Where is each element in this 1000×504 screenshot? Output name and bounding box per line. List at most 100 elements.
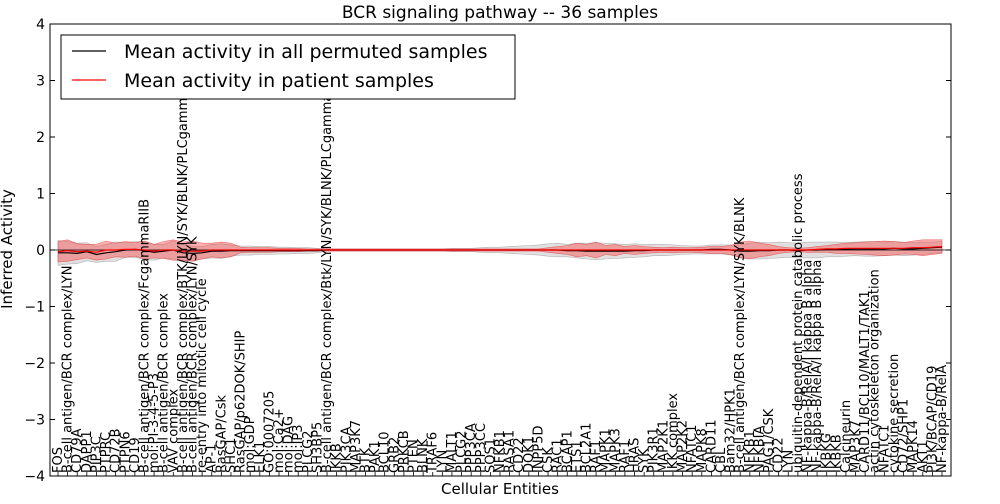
entity-label: RASA1 — [503, 430, 518, 473]
series-lines — [57, 246, 943, 256]
entity-label: B-cell antigen/BCR complex/BTK/LYN/SYK/B… — [176, 82, 191, 473]
entity-label: mol:DAG — [282, 416, 297, 473]
entity-label: NF-kappa-B/RelA/I kappa B alpha — [810, 260, 825, 473]
entity-label: GO:0007205 — [262, 391, 277, 473]
entity-label: SYK — [637, 448, 652, 473]
entity-label: IKBKB — [829, 434, 844, 473]
confidence-bands — [57, 239, 943, 266]
entity-label: CARD11/BCL10/MALT1/TAK1 — [858, 290, 873, 473]
legend-label-patient: Mean activity in patient samples — [124, 70, 434, 92]
entity-label: PPP3CC — [474, 423, 489, 473]
entity-label: RAF1 — [589, 440, 604, 473]
entity-label: NF-kappa-B/RelA — [935, 365, 950, 473]
y-tick-label: 1 — [36, 187, 45, 203]
y-axis-label: Inferred Activity — [0, 189, 16, 309]
entity-label: PIP3C — [89, 436, 104, 473]
entity-label: TRAF6 — [426, 432, 441, 474]
entity-label: INPP5D — [531, 425, 546, 473]
entity-label: PRKCB — [397, 430, 412, 473]
entity-label: AP-1 — [205, 444, 220, 473]
y-axis-ticks: −4 −3 −2 −1 0 1 2 3 4 — [24, 17, 951, 485]
entity-label: mol:GDP — [243, 416, 258, 473]
entity-label: PI3K/BCAP/CD19 — [925, 366, 940, 473]
entity-label: ETS1 — [570, 440, 585, 473]
entity-label: NFKB1 — [743, 430, 758, 473]
entity-label: MAPK8 — [695, 428, 710, 473]
entity-label: PTPRC — [99, 432, 114, 473]
entity-label: CD22 — [772, 437, 787, 473]
entity-label: RasGAP/p62DOK/SHIP — [234, 331, 249, 473]
chart-title: BCR signaling pathway -- 36 samples — [342, 3, 658, 23]
entity-label: NF-kappa-B/RelA/I kappa B alpha — [800, 260, 815, 473]
entity-label: MAP3K7 — [849, 420, 864, 473]
entity-label: PTPN6 — [118, 431, 133, 473]
entity-label: CD22 — [512, 437, 527, 473]
entity-label: CD72B — [109, 428, 124, 473]
entity-label: CARD11 — [704, 419, 719, 473]
entity-label: PAK1 — [368, 440, 383, 473]
entity-label: PAG1/CSK — [762, 408, 777, 473]
entity-label: NFKB1 — [493, 430, 508, 473]
entity-label: B-cell antigen/BCR complex/LYN — [61, 266, 76, 473]
x-axis-label: Cellular Entities — [441, 480, 559, 498]
entity-label: B-cell antigen/BCR complex — [157, 293, 172, 473]
entity-label: RAC1 — [551, 438, 566, 473]
y-tick-label: −3 — [24, 413, 45, 429]
entity-label: Bam32/HPK1 — [724, 388, 739, 473]
entity-label: MAP2K2 — [676, 420, 691, 473]
entity-label: CBL — [714, 447, 729, 473]
line-patient-mean — [57, 246, 943, 253]
entity-label: BCL2A1 — [579, 423, 594, 473]
entity-label: PIK3R1 — [647, 427, 662, 473]
legend-label-permuted: Mean activity in all permuted samples — [124, 41, 487, 63]
entity-label: B-cell antigen/BCR complex/Btk/LYN/SYK/B… — [320, 85, 335, 473]
entity-label: PLCG2 — [301, 430, 316, 473]
entity-label: mol:IP3 — [291, 424, 306, 473]
entity-label: PIK3CA — [339, 426, 354, 473]
entity-label: Calcineurin — [839, 400, 854, 473]
entity-label: re-entry into mitotic cell cycle — [195, 278, 210, 473]
entity-label: IKBKG — [820, 433, 835, 473]
entity-label: LYN — [781, 450, 796, 473]
entity-label: cytokine secretion — [887, 354, 902, 473]
entity-label: FOS — [51, 447, 66, 473]
y-tick-label: 0 — [36, 243, 45, 259]
entity-label: BCAP1 — [560, 430, 575, 473]
entity-label: NFKBIA — [752, 426, 767, 473]
entity-label: CSK — [541, 447, 556, 473]
entity-label: ELK1 — [253, 441, 268, 473]
entity-label: MAP2K1 — [656, 420, 671, 473]
entity-label: PLCG2 — [455, 430, 470, 473]
entity-label: IKKB — [330, 443, 345, 473]
y-tick-label: −4 — [24, 469, 45, 485]
entity-label: mol:Ca2+ — [272, 408, 287, 473]
y-tick-label: 4 — [36, 17, 45, 33]
entity-label: mol:PI-3-4-5-P3 — [147, 373, 162, 473]
entity-label: BCL10 — [378, 431, 393, 473]
entity-label: SHC1 — [224, 438, 239, 473]
entity-label: BLNK — [416, 438, 431, 473]
entity-label: NFATC1 — [877, 425, 892, 473]
entity-label: AKT1 — [916, 440, 931, 473]
band-patient — [57, 239, 943, 263]
entity-label: NFATC1 — [685, 425, 700, 473]
y-tick-label: 3 — [36, 74, 45, 90]
entity-label: B-cell antigen/BCR complex/FcgammaRIIB — [137, 199, 152, 473]
entity-label: PPP3CA — [464, 423, 479, 473]
y-tick-label: −1 — [24, 300, 45, 316]
entity-label: CD79A — [70, 428, 85, 473]
entity-label: GRB2 — [387, 437, 402, 473]
legend: Mean activity in all permuted samples Me… — [60, 34, 516, 100]
entity-label: CD19 — [128, 437, 143, 473]
entity-label: BTK — [358, 447, 373, 473]
entity-label: HRAS — [628, 438, 643, 473]
y-tick-label: −2 — [24, 356, 45, 372]
entity-label: DAPP1 — [80, 430, 95, 473]
entity-label: SOS1 — [483, 438, 498, 473]
entity-label: CD72/SHP1 — [897, 399, 912, 473]
entity-label: ubiquitin-dependent protein catabolic pr… — [791, 173, 806, 473]
entity-label: MAPK14 — [906, 420, 921, 473]
entity-label: RAF1 — [618, 440, 633, 473]
